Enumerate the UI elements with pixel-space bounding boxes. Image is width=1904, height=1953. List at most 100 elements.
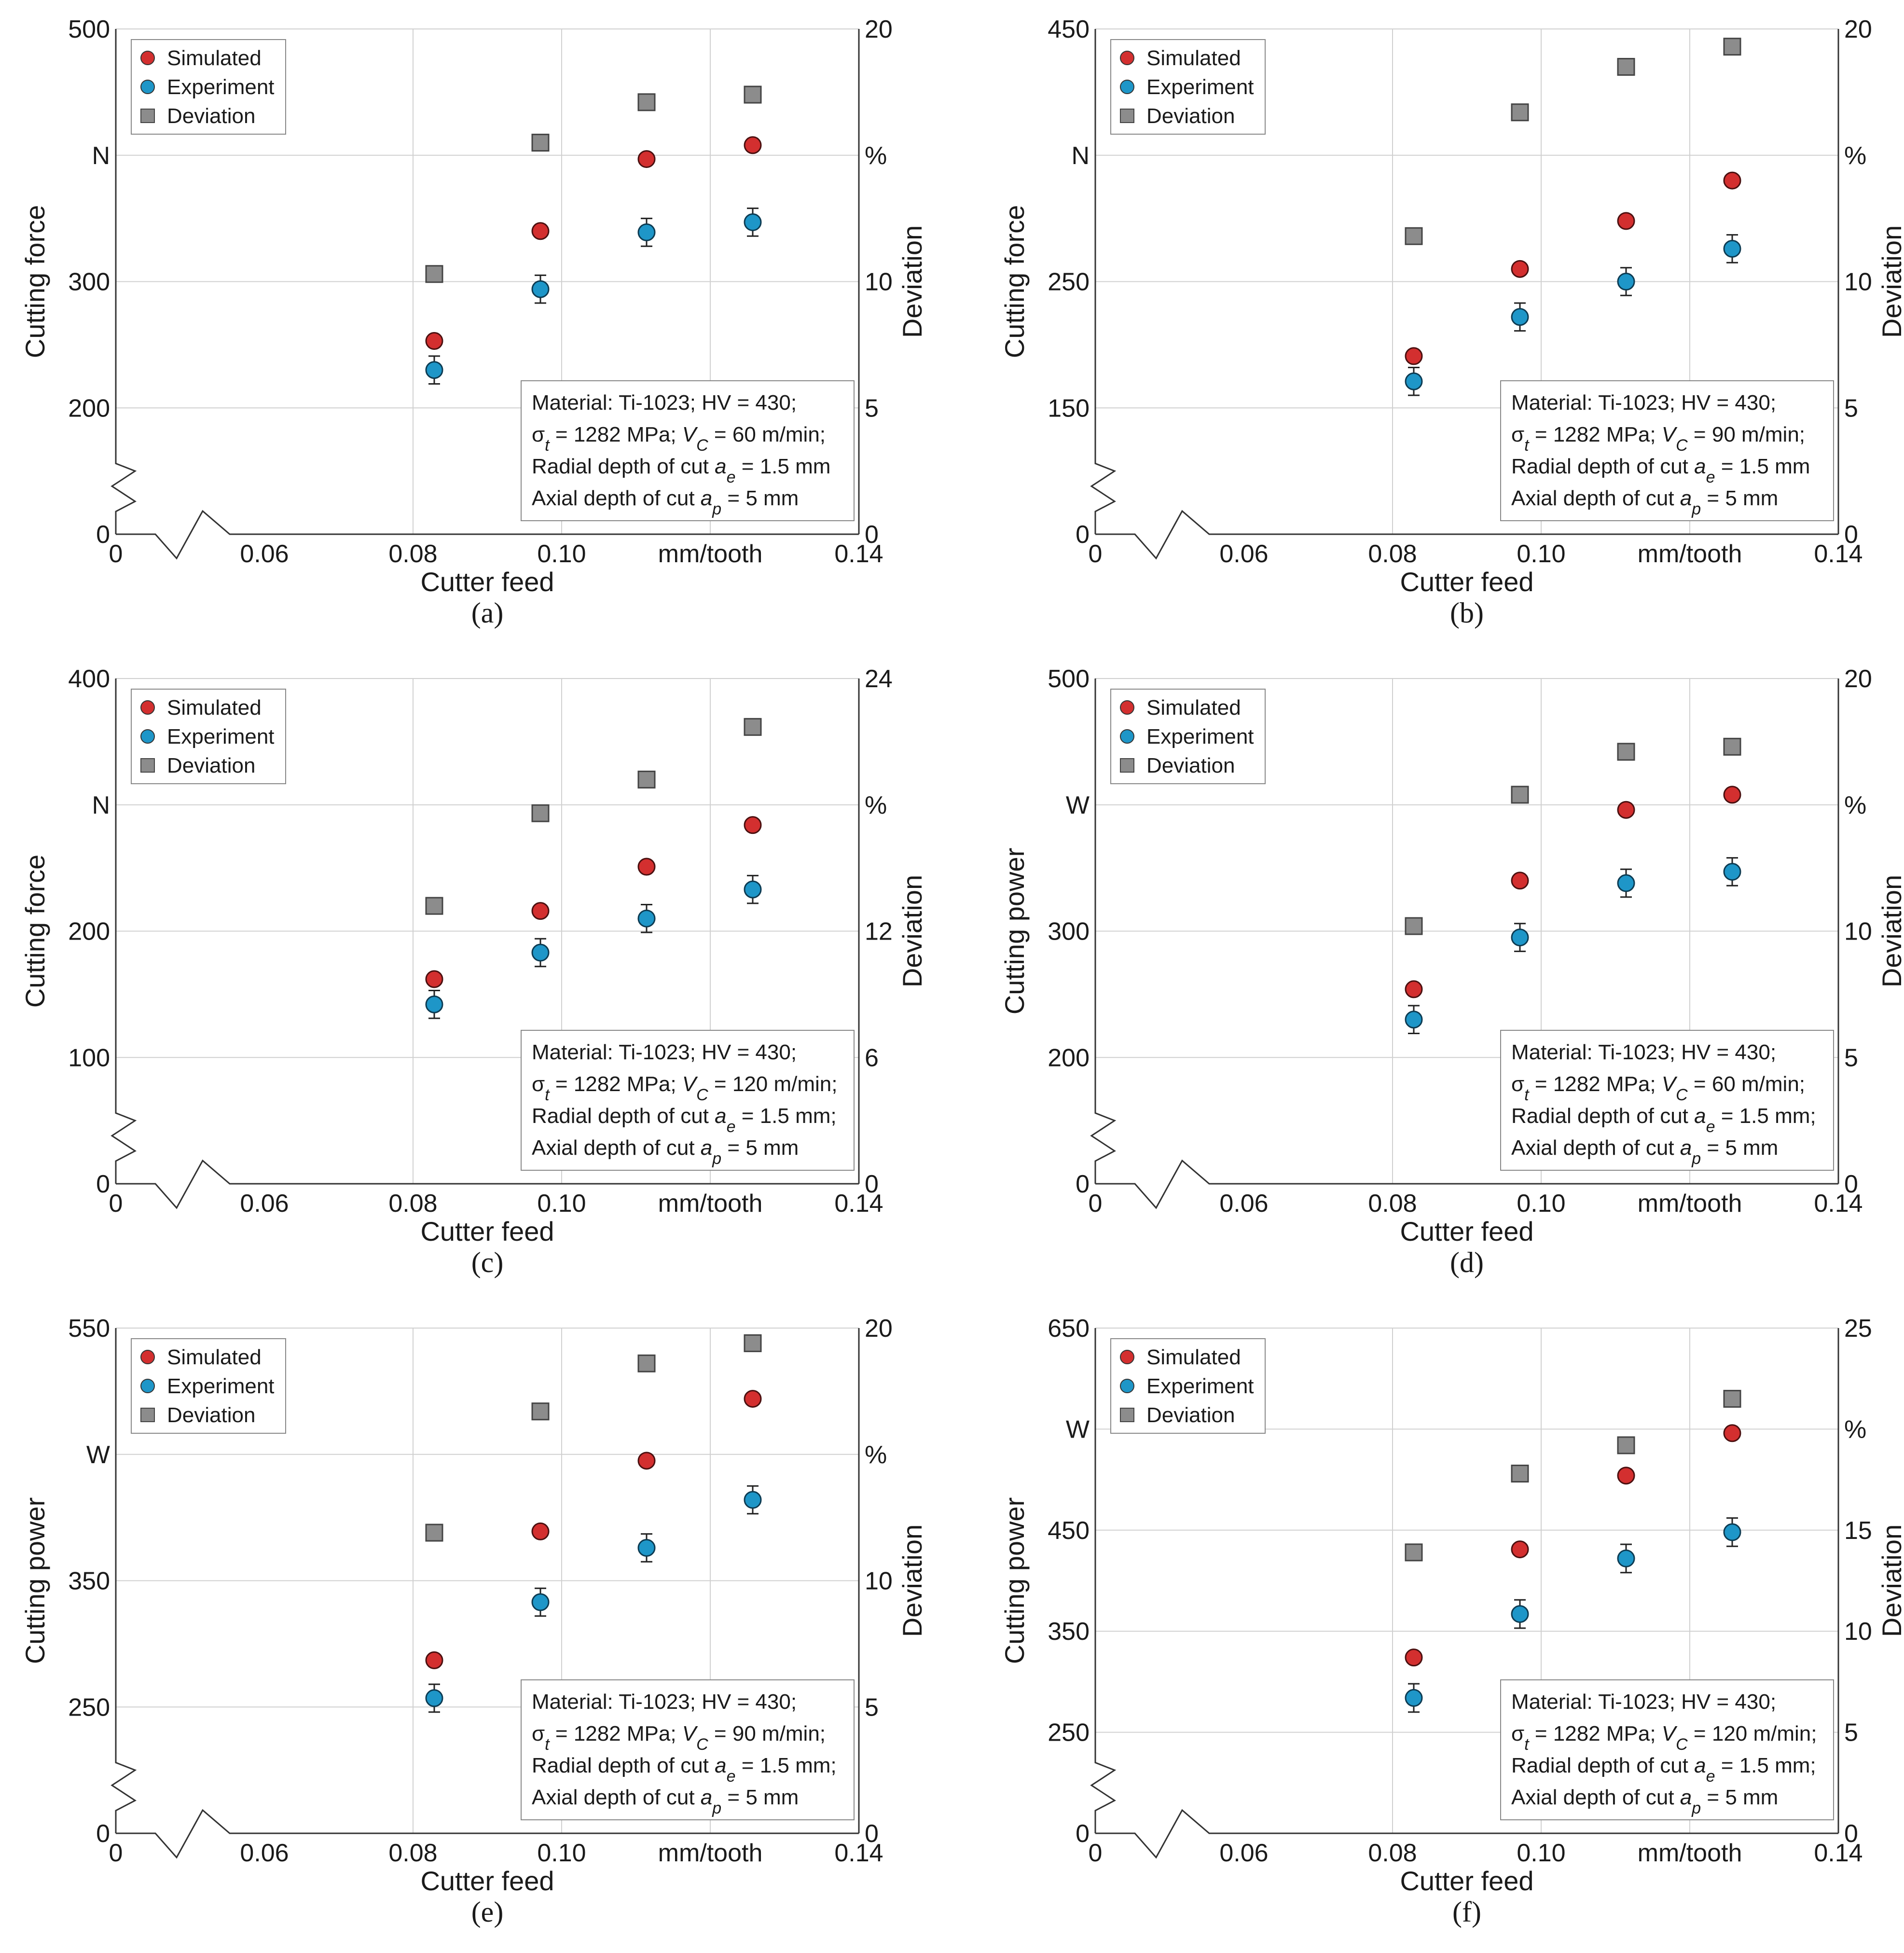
y2-tick-label: 6 [865, 1044, 879, 1072]
legend-label: Experiment [1146, 1374, 1254, 1398]
experiment-point [531, 1593, 550, 1611]
experiment-point [425, 995, 443, 1013]
simulated-point [637, 150, 656, 168]
experiment-point [1511, 928, 1529, 947]
simulated-point [1405, 1648, 1423, 1667]
y2-tick-label: 5 [1844, 1044, 1858, 1072]
legend-marker [1120, 1350, 1134, 1364]
legend-box [131, 39, 286, 135]
legend-marker [1120, 1379, 1134, 1393]
experiment-point [1617, 1549, 1635, 1567]
x-tick-label: 0.08 [1368, 1839, 1417, 1867]
y2-tick-label: 10 [865, 268, 893, 296]
legend-label: Deviation [167, 754, 255, 777]
info-line: Axial depth of cut ap = 5 mm [1511, 1136, 1778, 1168]
legend-label: Experiment [167, 725, 275, 748]
deviation-point [1723, 1390, 1741, 1408]
y2-axis-title: Deviation [897, 225, 927, 338]
legend-marker [140, 80, 155, 94]
x-axis-line [1095, 1809, 1838, 1859]
experiment-point [637, 223, 656, 241]
x-tick-label: 0.10 [1517, 540, 1565, 568]
y-tick-label: 150 [1048, 394, 1090, 422]
experiment-point [744, 880, 762, 899]
experiment-point [1405, 372, 1423, 390]
x-tick-label: 0.06 [240, 1190, 289, 1218]
info-box [1500, 1679, 1834, 1820]
y2-tick-label: 15 [1844, 1517, 1872, 1545]
x-tick-label: mm/tooth [658, 540, 763, 568]
info-line: Radial depth of cut ae = 1.5 mm; [1511, 1754, 1816, 1786]
deviation-point [637, 770, 656, 789]
y-tick-label: 300 [68, 268, 110, 296]
x-tick-label: 0.06 [1219, 1190, 1268, 1218]
y-tick-label: 250 [68, 1693, 110, 1721]
y-tick-label: W [1066, 1415, 1090, 1443]
y-axis-line [1090, 29, 1117, 534]
y-tick-label: N [92, 791, 110, 819]
experiment-point [744, 1491, 762, 1509]
legend-label: Deviation [1146, 104, 1235, 128]
simulated-point [425, 332, 443, 350]
legend-marker [140, 1379, 155, 1393]
experiment-point [1723, 1523, 1741, 1541]
deviation-point [531, 804, 550, 822]
x-axis-line [1095, 1159, 1838, 1209]
simulated-point [1723, 1424, 1741, 1442]
x-tick-label: 0.08 [1368, 1190, 1417, 1218]
x-tick-label: 0.10 [537, 540, 586, 568]
deviation-point [1511, 786, 1529, 804]
y2-axis-title: Deviation [897, 1524, 927, 1637]
simulated-point [1617, 212, 1635, 230]
legend-marker [1120, 80, 1134, 94]
y-axis-title: Cutting force [20, 205, 50, 359]
y-tick-label: W [86, 1441, 110, 1469]
legend-marker [140, 1408, 155, 1422]
info-line: σt = 1282 MPa; VC = 120 m/min; [1511, 1722, 1817, 1754]
x-tick-label: 0.14 [834, 1839, 883, 1867]
deviation-point [1617, 58, 1635, 76]
experiment-point [425, 1689, 443, 1707]
simulated-point [425, 970, 443, 988]
deviation-point [1723, 38, 1741, 56]
x-tick-label: 0.14 [1814, 1839, 1863, 1867]
y-tick-label: W [1066, 791, 1090, 819]
experiment-point [1617, 874, 1635, 892]
x-tick-label: 0.08 [388, 540, 437, 568]
y2-tick-label: 10 [1844, 918, 1872, 946]
y-tick-label: 400 [68, 665, 110, 693]
info-line: Material: Ti-1023; HV = 430; [1511, 1690, 1776, 1714]
deviation-point [637, 93, 656, 111]
chart-panel-e: 0 250 350 W 550 0 5 10% 20 0 0.06 0.08 0.10 mm/tooth 0… [20, 1315, 927, 1928]
info-line: Axial depth of cut ap = 5 mm [1511, 1786, 1778, 1817]
y-tick-label: 200 [1048, 1044, 1090, 1072]
legend-marker [140, 1350, 155, 1364]
x-axis-line [1095, 510, 1838, 560]
y2-tick-label: 24 [865, 665, 893, 693]
y2-tick-label: 10 [1844, 1618, 1872, 1646]
info-line: Axial depth of cut ap = 5 mm [532, 1136, 799, 1168]
x-tick-label: 0.06 [1219, 540, 1268, 568]
info-line: σt = 1282 MPa; VC = 60 m/min; [532, 423, 826, 455]
simulated-point [1511, 1540, 1529, 1559]
y-tick-label: 250 [1048, 1719, 1090, 1747]
info-line: Axial depth of cut ap = 5 mm [532, 486, 799, 518]
legend-marker [1120, 109, 1134, 123]
y-tick-label: 450 [1048, 1517, 1090, 1545]
y-tick-label: 200 [68, 394, 110, 422]
y2-tick-label: % [865, 142, 887, 170]
info-line: Radial depth of cut ae = 1.5 mm [532, 455, 830, 486]
x-tick-label: 0.06 [1219, 1839, 1268, 1867]
simulated-point [531, 222, 550, 240]
x-axis-title: Cutter feed [420, 1866, 554, 1896]
deviation-point [1405, 227, 1423, 245]
x-tick-label: 0.08 [388, 1190, 437, 1218]
y2-tick-label: % [1844, 1415, 1866, 1443]
legend-box [1110, 1338, 1266, 1434]
experiment-point [1511, 1605, 1529, 1623]
experiment-point [1405, 1689, 1423, 1707]
